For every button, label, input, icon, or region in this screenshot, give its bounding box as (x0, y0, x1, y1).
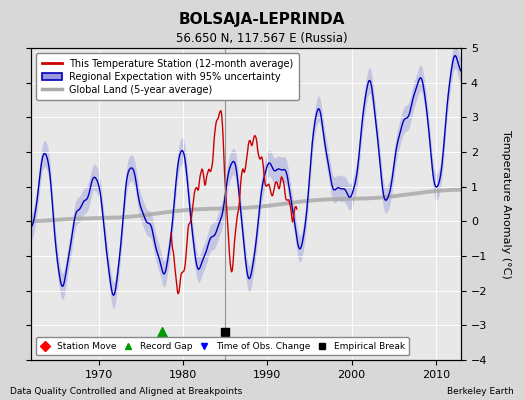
Text: Berkeley Earth: Berkeley Earth (447, 387, 514, 396)
Y-axis label: Temperature Anomaly (°C): Temperature Anomaly (°C) (501, 130, 511, 278)
Text: Data Quality Controlled and Aligned at Breakpoints: Data Quality Controlled and Aligned at B… (10, 387, 243, 396)
Legend: Station Move, Record Gap, Time of Obs. Change, Empirical Break: Station Move, Record Gap, Time of Obs. C… (36, 338, 409, 356)
Text: 56.650 N, 117.567 E (Russia): 56.650 N, 117.567 E (Russia) (176, 32, 348, 45)
Text: BOLSAJA-LEPRINDA: BOLSAJA-LEPRINDA (179, 12, 345, 27)
